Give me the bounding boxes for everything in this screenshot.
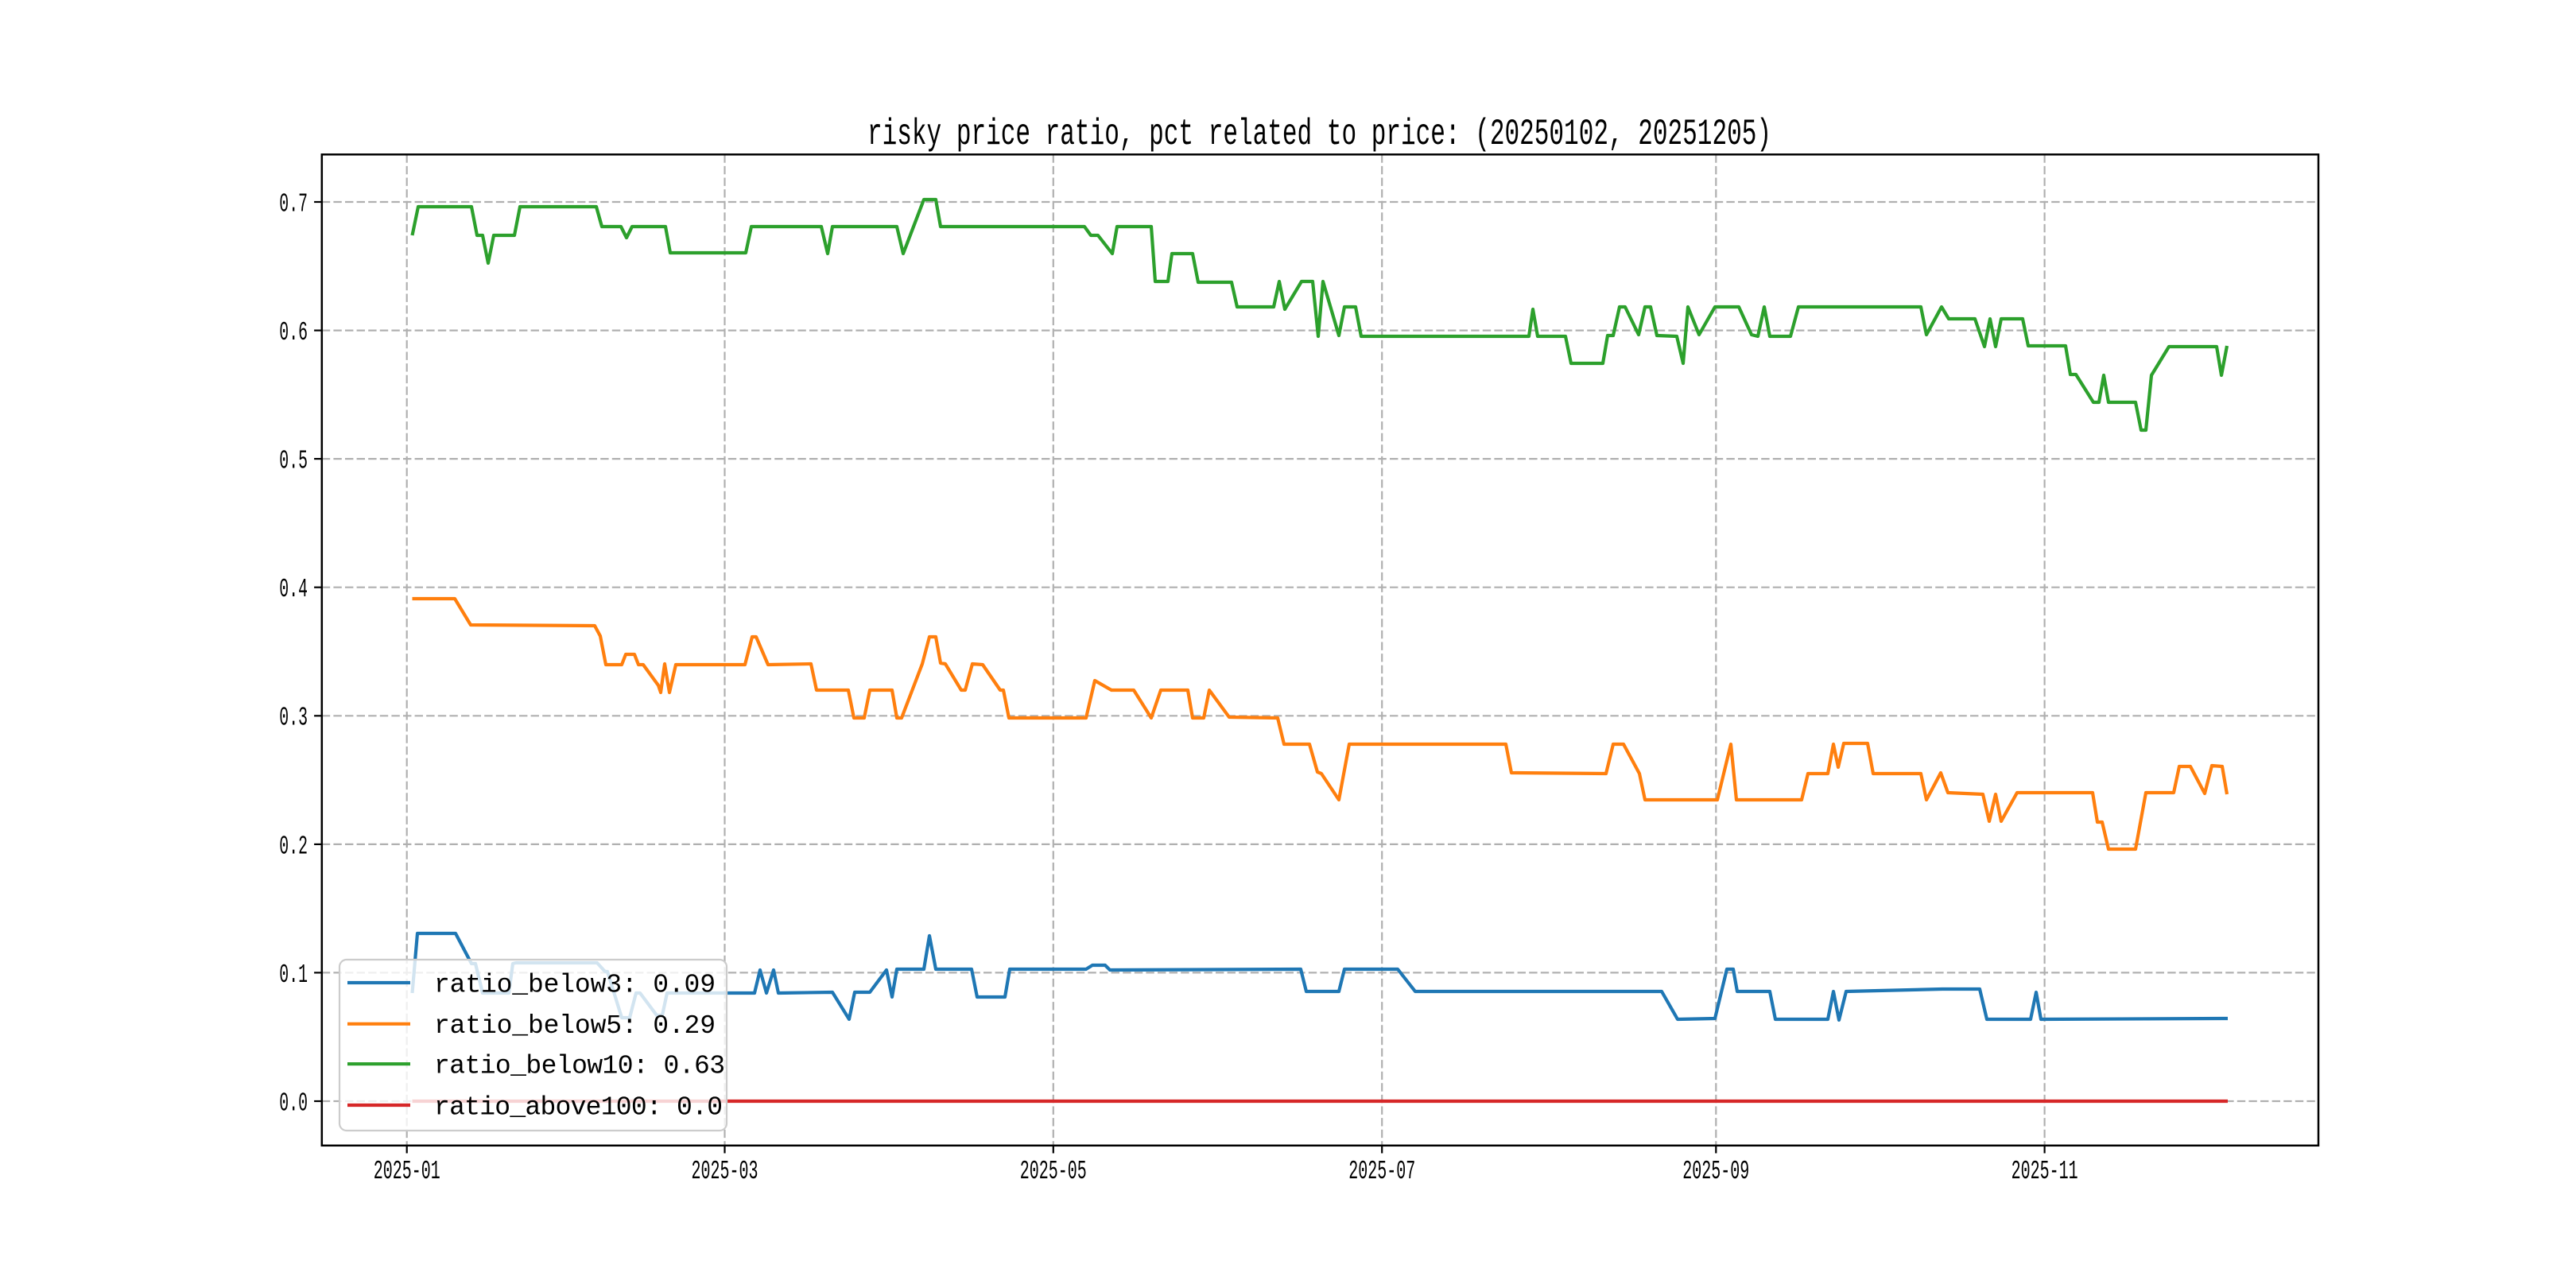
svg-text:2025-09: 2025-09 xyxy=(1682,1157,1749,1186)
svg-text:0.6: 0.6 xyxy=(279,318,308,347)
svg-text:ratio_below5: 0.29: ratio_below5: 0.29 xyxy=(434,1011,716,1041)
svg-text:2025-03: 2025-03 xyxy=(692,1157,758,1186)
svg-text:2025-11: 2025-11 xyxy=(2012,1157,2078,1186)
svg-text:risky price ratio, pct related: risky price ratio, pct related to price:… xyxy=(867,114,1771,155)
svg-text:ratio_above100: 0.0: ratio_above100: 0.0 xyxy=(434,1092,723,1122)
svg-text:2025-07: 2025-07 xyxy=(1348,1157,1415,1186)
svg-text:0.1: 0.1 xyxy=(279,960,308,990)
svg-text:0.4: 0.4 xyxy=(279,575,308,604)
svg-text:2025-05: 2025-05 xyxy=(1020,1157,1087,1186)
svg-text:0.0: 0.0 xyxy=(279,1088,308,1118)
svg-text:0.3: 0.3 xyxy=(279,704,308,733)
svg-text:0.7: 0.7 xyxy=(279,189,308,219)
svg-text:2025-01: 2025-01 xyxy=(374,1157,440,1186)
svg-text:0.5: 0.5 xyxy=(279,447,308,476)
svg-text:ratio_below3: 0.09: ratio_below3: 0.09 xyxy=(434,970,716,999)
svg-text:0.2: 0.2 xyxy=(279,832,308,861)
svg-text:ratio_below10: 0.63: ratio_below10: 0.63 xyxy=(434,1052,725,1081)
